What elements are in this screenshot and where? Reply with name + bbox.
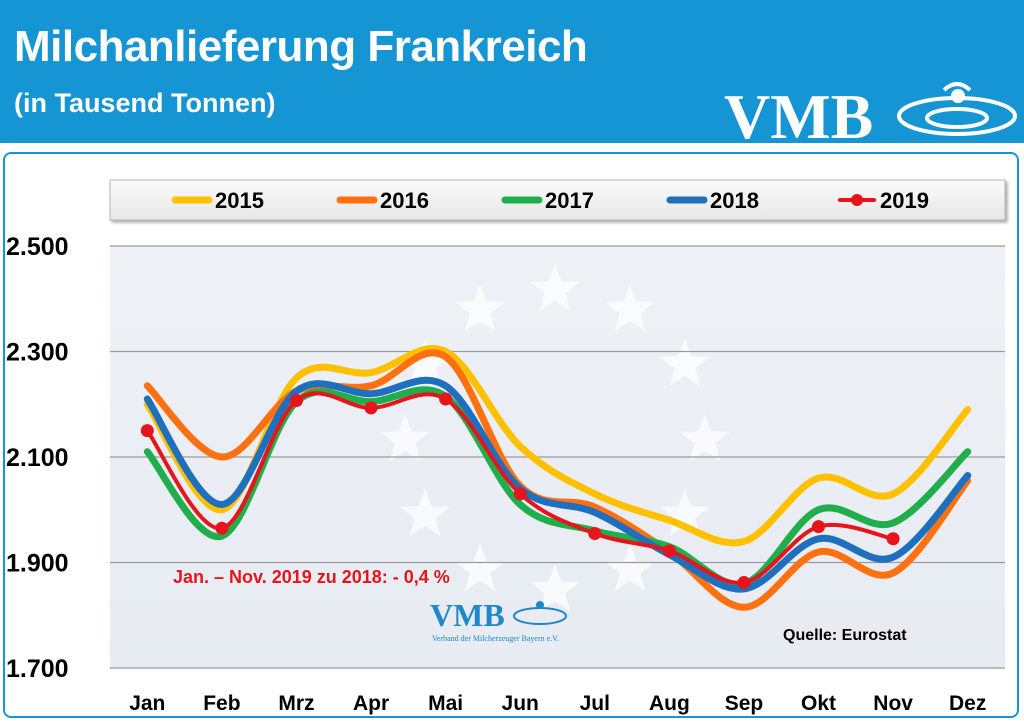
x-tick-label: Apr — [353, 692, 389, 715]
eu-star-icon — [605, 543, 655, 591]
y-tick-label: 1.700 — [6, 655, 69, 683]
eu-star-icon — [660, 489, 710, 536]
series-2018 — [143, 376, 972, 593]
eu-star-icon — [680, 414, 730, 461]
data-point-2019 — [812, 520, 826, 534]
legend-label: 2016 — [380, 188, 429, 213]
legend: 2015 2016 2017 2018 2019 — [109, 179, 1006, 221]
eu-star-icon — [400, 489, 450, 536]
data-point-2019 — [215, 521, 229, 535]
data-point-2019 — [662, 544, 676, 558]
legend-label: 2019 — [880, 188, 929, 213]
watermark-tagline: Verband der Milcherzeuger Bayern e.V. — [432, 634, 559, 643]
watermark-emblem-icon — [513, 601, 567, 625]
x-tick-label: Dez — [949, 692, 986, 715]
series-line-2019 — [145, 391, 896, 585]
header-banner: Milchanlieferung Frankreich (in Tausend … — [0, 0, 1024, 143]
x-tick-label: Aug — [649, 692, 690, 715]
x-tick-label: Okt — [801, 692, 836, 715]
eu-star-icon — [530, 264, 580, 311]
eu-star-icon — [455, 543, 505, 591]
x-axis-ticks: Jan Feb Mrz Apr Mai Jun Jul Aug Sep Okt Nov Dez — [129, 692, 986, 715]
x-tick-label: Nov — [873, 692, 913, 715]
source-text: Quelle: Eurostat — [783, 627, 907, 644]
y-tick-label: 1.900 — [6, 550, 69, 578]
y-tick-label: 2.300 — [6, 339, 69, 367]
data-point-2019 — [289, 394, 303, 408]
legend-item-2017: 2017 — [501, 188, 594, 213]
legend-item-2015: 2015 — [171, 188, 264, 213]
eu-star-icon — [660, 339, 710, 386]
page-subtitle: (in Tausend Tonnen) — [14, 88, 276, 118]
vmb-logo-emblem — [897, 82, 1017, 136]
data-point-2019 — [364, 401, 378, 415]
data-point-2019 — [140, 424, 154, 438]
series-line-2018 — [143, 376, 972, 593]
x-tick-label: Mai — [428, 692, 463, 715]
data-point-2019 — [886, 532, 900, 546]
x-tick-label: Jun — [502, 692, 539, 715]
series-lines — [140, 345, 972, 611]
eu-star-icon — [380, 414, 430, 461]
vmb-watermark-logo: VMB Verband der Milcherzeuger Bayern e.V… — [430, 597, 567, 643]
eu-star-watermark — [380, 264, 730, 611]
y-tick-label: 2.500 — [6, 233, 69, 261]
legend-item-2016: 2016 — [336, 188, 429, 213]
watermark-logo-text: VMB — [430, 597, 505, 633]
vmb-logo: VMB — [724, 81, 1017, 142]
legend-item-2019: 2019 — [838, 188, 929, 213]
legend-marker — [851, 194, 863, 206]
vmb-logo-text: VMB — [724, 81, 873, 142]
legend-label: 2018 — [710, 188, 759, 213]
y-tick-label: 2.100 — [6, 444, 69, 472]
data-point-2019 — [513, 487, 527, 501]
series-2019 — [140, 391, 900, 590]
data-point-2019 — [439, 392, 453, 406]
legend-label: 2017 — [545, 188, 594, 213]
x-tick-label: Jan — [129, 692, 165, 715]
data-point-2019 — [588, 526, 602, 540]
x-tick-label: Feb — [203, 692, 240, 715]
eu-star-icon — [400, 339, 450, 386]
x-tick-label: Sep — [725, 692, 764, 715]
eu-star-icon — [605, 284, 655, 332]
x-tick-label: Jul — [580, 692, 610, 715]
x-tick-label: Mrz — [278, 692, 314, 715]
eu-star-icon — [530, 564, 580, 611]
data-point-2019 — [737, 576, 751, 590]
annotation-text: Jan. – Nov. 2019 zu 2018: - 0,4 % — [173, 567, 450, 587]
y-axis-ticks: 2.500 2.300 2.100 1.900 1.700 — [6, 233, 69, 683]
eu-star-icon — [455, 284, 505, 332]
legend-item-2018: 2018 — [666, 188, 759, 213]
legend-label: 2015 — [215, 188, 264, 213]
page-title: Milchanlieferung Frankreich — [14, 22, 588, 71]
